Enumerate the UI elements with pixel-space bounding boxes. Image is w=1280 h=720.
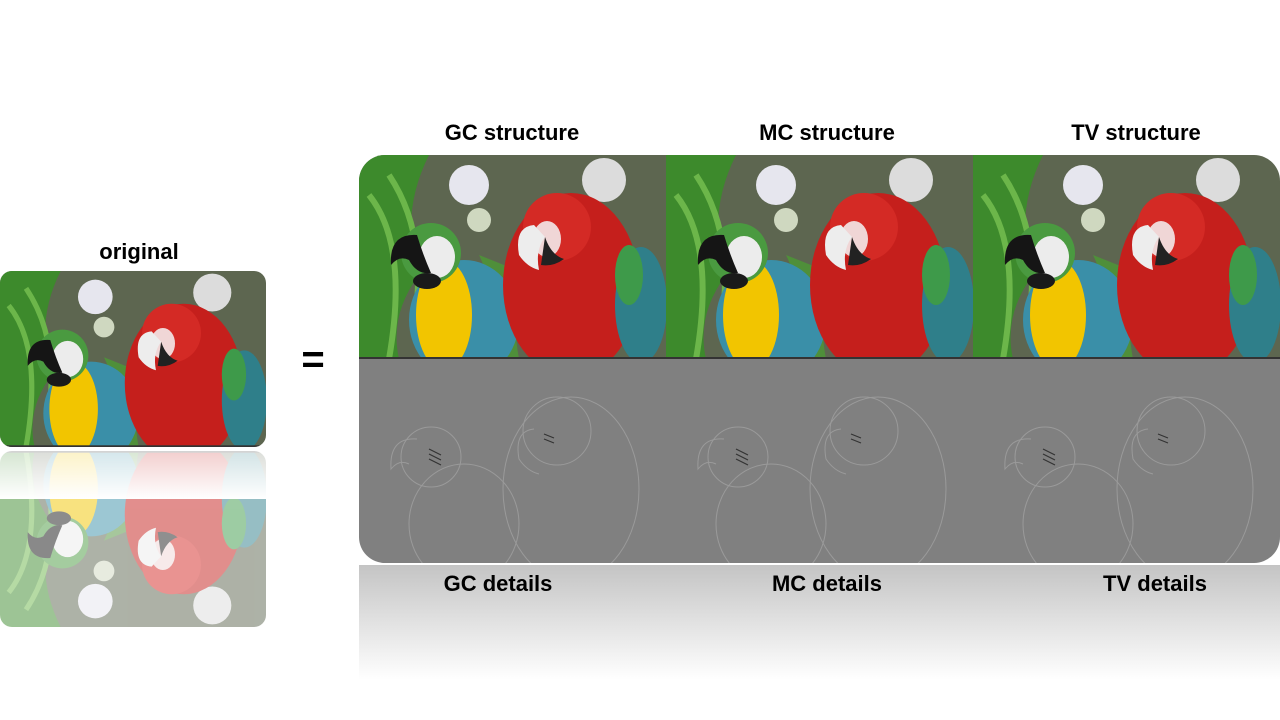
decomposition-panel: [359, 155, 1280, 563]
structure-image: [359, 155, 667, 380]
original-reflection: [0, 447, 266, 627]
structure-image: [666, 155, 974, 380]
equals-sign: =: [301, 338, 324, 382]
details-image: [666, 359, 973, 563]
original-image: [0, 271, 267, 465]
structure-label: GC structure: [445, 120, 579, 145]
details-image: [359, 359, 666, 563]
structure-label: TV structure: [1071, 120, 1201, 145]
details-label: MC details: [772, 571, 882, 596]
original-label: original: [99, 239, 178, 264]
panel-reflection: [359, 565, 1280, 680]
details-label: GC details: [444, 571, 553, 596]
structure-label: MC structure: [759, 120, 895, 145]
details-image: [973, 359, 1280, 563]
structure-image: [973, 155, 1280, 380]
details-label: TV details: [1103, 571, 1207, 596]
